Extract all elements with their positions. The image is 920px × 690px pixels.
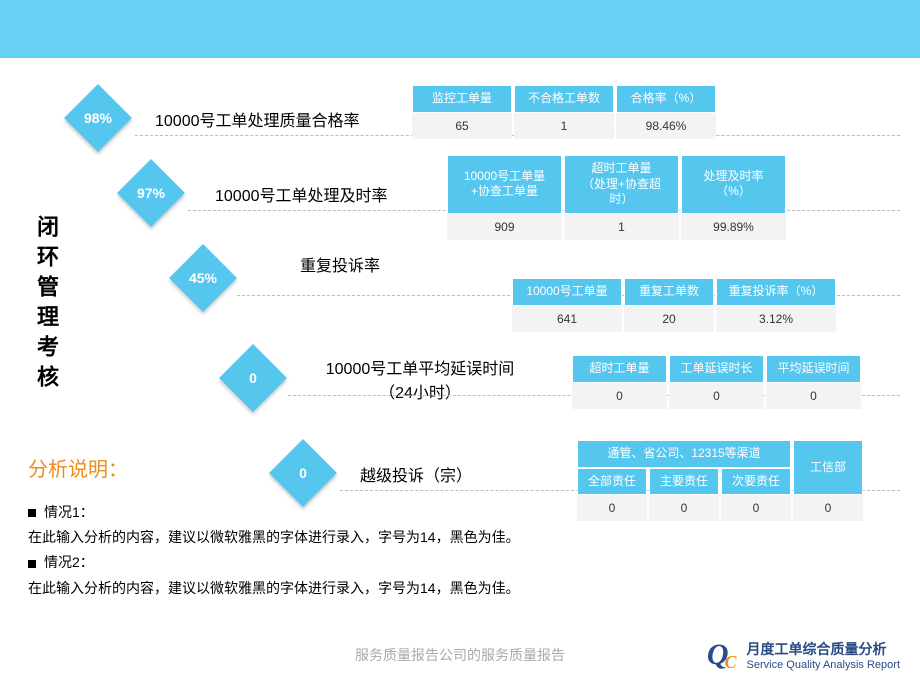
analysis-title: 分析说明： (28, 453, 128, 482)
td: 65 (412, 113, 512, 139)
th: 平均延误时间 (766, 355, 861, 383)
analysis-body: 情况1： 在此输入分析的内容，建议以微软雅黑的字体进行录入，字号为14，黑色为佳… (28, 500, 520, 601)
th: 处理及时率 （%） (681, 155, 786, 214)
th: 10000号工单量 +协查工单量 (447, 155, 562, 214)
th: 10000号工单量 (512, 278, 622, 306)
analysis-item: 情况1： (28, 500, 520, 525)
td: 909 (447, 214, 562, 240)
td: 20 (624, 306, 714, 332)
footer-title-cn: 月度工单综合质量分析 (747, 639, 900, 659)
bullet-icon (28, 509, 36, 517)
td: 1 (514, 113, 614, 139)
diamond-2: 97% (118, 160, 184, 226)
analysis-text: 在此输入分析的内容，建议以微软雅黑的字体进行录入，字号为14，黑色为佳。 (28, 576, 520, 601)
analysis-heading: 情况1： (44, 504, 94, 520)
td: 0 (577, 495, 647, 521)
th: 次要责任 (721, 468, 791, 496)
td: 99.89% (681, 214, 786, 240)
metric-label-3: 重复投诉率 (300, 252, 380, 276)
table-3: 10000号工单量 重复工单数 重复投诉率（%） 641 20 3.12% (510, 278, 838, 332)
diamond-3-value: 45% (189, 270, 217, 286)
metric-label-1: 10000号工单处理质量合格率 (155, 107, 360, 131)
table-1: 监控工单量 不合格工单数 合格率（%） 65 1 98.46% (410, 85, 718, 139)
td: 0 (766, 383, 861, 409)
th: 监控工单量 (412, 85, 512, 113)
th: 合格率（%） (616, 85, 716, 113)
footer-right-text: 月度工单综合质量分析 Service Quality Analysis Repo… (747, 639, 900, 671)
diamond-2-value: 97% (137, 185, 165, 201)
diamond-5: 0 (270, 440, 336, 506)
th: 不合格工单数 (514, 85, 614, 113)
th: 主要责任 (649, 468, 719, 496)
th: 工单延误时长 (669, 355, 764, 383)
diamond-3: 45% (170, 245, 236, 311)
diamond-5-value: 0 (299, 465, 307, 481)
analysis-text: 在此输入分析的内容，建议以微软雅黑的字体进行录入，字号为14，黑色为佳。 (28, 525, 520, 550)
td: 0 (669, 383, 764, 409)
diamond-4-value: 0 (249, 370, 257, 386)
logo-c: C (725, 652, 737, 672)
footer-title-en: Service Quality Analysis Report (747, 659, 900, 671)
side-title: 闭环管理考核 (30, 215, 62, 395)
th: 通管、省公司、12315等渠道 (577, 440, 791, 468)
td: 0 (721, 495, 791, 521)
th: 超时工单量 (572, 355, 667, 383)
diamond-1: 98% (65, 85, 131, 151)
qc-logo: QC (707, 638, 741, 672)
td: 0 (572, 383, 667, 409)
footer-right: QC 月度工单综合质量分析 Service Quality Analysis R… (707, 638, 900, 672)
diamond-1-value: 98% (84, 110, 112, 126)
metric-label-5: 越级投诉（宗） (360, 462, 472, 486)
td: 641 (512, 306, 622, 332)
analysis-item: 情况2： (28, 550, 520, 575)
table-4: 超时工单量 工单延误时长 平均延误时间 0 0 0 (570, 355, 863, 409)
th: 重复工单数 (624, 278, 714, 306)
td: 3.12% (716, 306, 836, 332)
metric-label-2: 10000号工单处理及时率 (215, 182, 388, 206)
header-bar (0, 0, 920, 58)
table-2: 10000号工单量 +协查工单量 超时工单量 （处理+协查超时） 处理及时率 （… (445, 155, 788, 240)
analysis-heading: 情况2： (44, 554, 94, 570)
bullet-icon (28, 560, 36, 568)
td: 0 (793, 495, 863, 521)
td: 0 (649, 495, 719, 521)
table-5: 通管、省公司、12315等渠道 工信部 全部责任 主要责任 次要责任 0 0 0… (575, 440, 865, 521)
diamond-4: 0 (220, 345, 286, 411)
th: 全部责任 (577, 468, 647, 496)
th: 超时工单量 （处理+协查超时） (564, 155, 679, 214)
th: 工信部 (793, 440, 863, 495)
td: 98.46% (616, 113, 716, 139)
td: 1 (564, 214, 679, 240)
th: 重复投诉率（%） (716, 278, 836, 306)
